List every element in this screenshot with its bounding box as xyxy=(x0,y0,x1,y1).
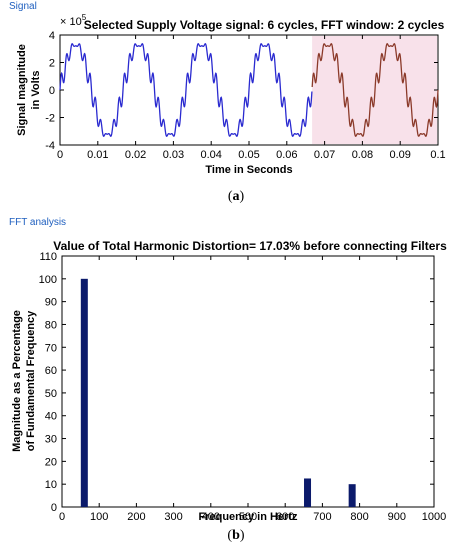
caption-b: (b) xyxy=(227,528,245,543)
x-tick-label: 0.1 xyxy=(430,149,445,161)
x-tick-label: 0.08 xyxy=(352,149,373,161)
fft-y-label-line1: Magnitude as a Percentage xyxy=(11,310,23,452)
x-tick-label: 800 xyxy=(350,511,368,523)
x-tick-label: 0.02 xyxy=(125,149,146,161)
y-tick-label: -4 xyxy=(45,140,55,152)
y-tick-label: 20 xyxy=(45,456,57,468)
x-tick-label: 0.01 xyxy=(87,149,108,161)
y-tick-label: 110 xyxy=(39,251,57,263)
x-tick-label: 1000 xyxy=(422,511,446,523)
fft-y-label-line2: of Fundamental Frequency xyxy=(25,310,37,451)
x-tick-label: 700 xyxy=(313,511,331,523)
fft-bars xyxy=(80,278,356,507)
x-tick-label: 0.06 xyxy=(276,149,297,161)
signal-y-label-line1: Signal magnitude xyxy=(16,44,28,136)
fft-panel-title: FFT analysis xyxy=(9,217,67,228)
x-tick-label: 0 xyxy=(59,511,65,523)
x-tick-label: 0.09 xyxy=(389,149,410,161)
y-tick-label: -2 xyxy=(45,113,55,125)
fft-x-label: Frequency in Hertz xyxy=(198,511,298,523)
y-multiplier: × 105 xyxy=(60,13,87,28)
fft-chart-title: Value of Total Harmonic Distortion= 17.0… xyxy=(53,239,447,253)
y-tick-label: 30 xyxy=(45,434,57,446)
y-tick-label: 40 xyxy=(45,411,57,423)
y-tick-label: 50 xyxy=(45,388,57,400)
y-tick-label: 60 xyxy=(45,365,57,377)
signal-y-ticks: -4 -2 0 2 4 xyxy=(45,30,438,152)
fft-bar xyxy=(348,484,356,507)
y-tick-label: 70 xyxy=(45,342,57,354)
y-tick-label: 80 xyxy=(45,319,57,331)
signal-chart: Selected Supply Voltage signal: 6 cycles… xyxy=(16,13,446,176)
x-tick-label: 0.04 xyxy=(200,149,221,161)
fft-y-ticks: 0 10 20 30 40 50 60 70 80 90 100 110 xyxy=(39,251,434,514)
caption-a: (a) xyxy=(227,189,245,204)
signal-line xyxy=(59,43,313,137)
x-tick-label: 0.03 xyxy=(163,149,184,161)
signal-x-label: Time in Seconds xyxy=(205,164,292,176)
x-tick-label: 0.07 xyxy=(314,149,335,161)
y-tick-label: 0 xyxy=(49,85,55,97)
fft-bar xyxy=(80,278,88,507)
fft-x-ticks: 0 100 200 300 400 500 600 700 800 900 1000 xyxy=(59,256,446,523)
signal-panel-title: Signal xyxy=(9,1,37,12)
fft-window-signal-line xyxy=(311,43,439,137)
y-tick-label: 90 xyxy=(45,297,57,309)
x-tick-label: 100 xyxy=(90,511,108,523)
y-tick-label: 0 xyxy=(51,502,57,514)
signal-chart-title: Selected Supply Voltage signal: 6 cycles… xyxy=(84,18,445,32)
signal-y-label-line2: in Volts xyxy=(30,71,42,110)
fft-bar xyxy=(304,478,312,507)
y-tick-label: 10 xyxy=(45,479,57,491)
x-tick-label: 500 xyxy=(239,511,257,523)
fft-chart: Value of Total Harmonic Distortion= 17.0… xyxy=(11,239,447,523)
x-tick-label: 0 xyxy=(57,149,63,161)
x-tick-label: 300 xyxy=(164,511,182,523)
x-tick-label: 600 xyxy=(276,511,294,523)
fft-plot-area xyxy=(61,255,435,508)
x-tick-label: 200 xyxy=(127,511,145,523)
y-tick-label: 4 xyxy=(49,30,55,42)
y-tick-label: 2 xyxy=(49,58,55,70)
y-tick-label: 100 xyxy=(39,274,57,286)
x-tick-label: 900 xyxy=(388,511,406,523)
x-tick-label: 0.05 xyxy=(238,149,259,161)
signal-x-ticks: 0 0.01 0.02 0.03 0.04 0.05 0.06 0.07 0.08 0.09 0.1 xyxy=(57,35,446,161)
x-tick-label: 400 xyxy=(202,511,220,523)
